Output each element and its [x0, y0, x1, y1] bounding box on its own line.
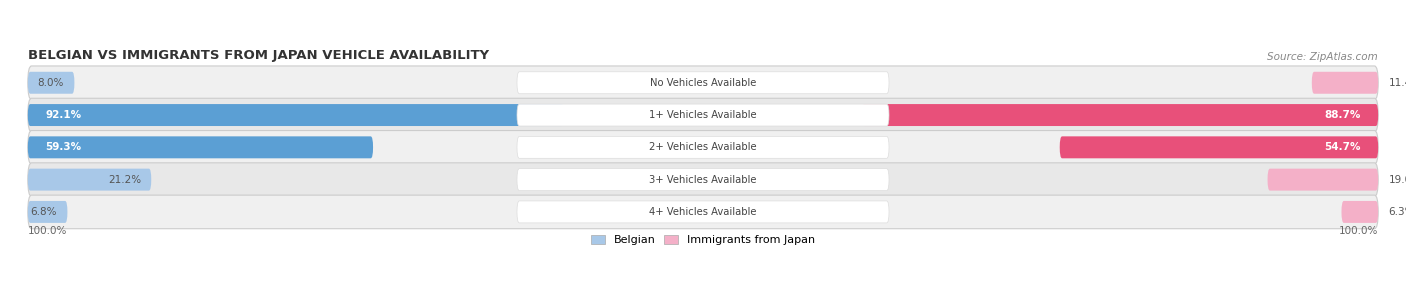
FancyBboxPatch shape [28, 66, 1378, 100]
Text: 21.2%: 21.2% [108, 175, 141, 185]
Text: 6.3%: 6.3% [1389, 207, 1406, 217]
FancyBboxPatch shape [517, 136, 889, 158]
FancyBboxPatch shape [517, 72, 889, 94]
Text: 92.1%: 92.1% [45, 110, 82, 120]
FancyBboxPatch shape [517, 201, 889, 223]
Legend: Belgian, Immigrants from Japan: Belgian, Immigrants from Japan [592, 235, 814, 245]
FancyBboxPatch shape [1312, 72, 1378, 94]
Text: 19.0%: 19.0% [1389, 175, 1406, 185]
Text: 6.8%: 6.8% [31, 207, 58, 217]
FancyBboxPatch shape [28, 130, 1378, 164]
Text: 8.0%: 8.0% [38, 78, 65, 88]
Text: 100.0%: 100.0% [1339, 226, 1378, 236]
Text: 100.0%: 100.0% [28, 226, 67, 236]
FancyBboxPatch shape [1268, 169, 1378, 190]
Text: 2+ Vehicles Available: 2+ Vehicles Available [650, 142, 756, 152]
FancyBboxPatch shape [28, 169, 152, 190]
Text: 1+ Vehicles Available: 1+ Vehicles Available [650, 110, 756, 120]
FancyBboxPatch shape [28, 163, 1378, 196]
Text: 4+ Vehicles Available: 4+ Vehicles Available [650, 207, 756, 217]
FancyBboxPatch shape [28, 72, 75, 94]
Text: 59.3%: 59.3% [45, 142, 82, 152]
FancyBboxPatch shape [28, 201, 67, 223]
Text: No Vehicles Available: No Vehicles Available [650, 78, 756, 88]
FancyBboxPatch shape [862, 104, 1378, 126]
FancyBboxPatch shape [517, 169, 889, 190]
FancyBboxPatch shape [1060, 136, 1378, 158]
Text: BELGIAN VS IMMIGRANTS FROM JAPAN VEHICLE AVAILABILITY: BELGIAN VS IMMIGRANTS FROM JAPAN VEHICLE… [28, 49, 489, 62]
Text: 11.4%: 11.4% [1389, 78, 1406, 88]
Text: 88.7%: 88.7% [1324, 110, 1361, 120]
FancyBboxPatch shape [517, 104, 889, 126]
FancyBboxPatch shape [28, 104, 564, 126]
Text: Source: ZipAtlas.com: Source: ZipAtlas.com [1267, 52, 1378, 62]
FancyBboxPatch shape [28, 136, 373, 158]
FancyBboxPatch shape [28, 98, 1378, 132]
Text: 54.7%: 54.7% [1324, 142, 1361, 152]
Text: 3+ Vehicles Available: 3+ Vehicles Available [650, 175, 756, 185]
FancyBboxPatch shape [1341, 201, 1378, 223]
FancyBboxPatch shape [28, 195, 1378, 229]
